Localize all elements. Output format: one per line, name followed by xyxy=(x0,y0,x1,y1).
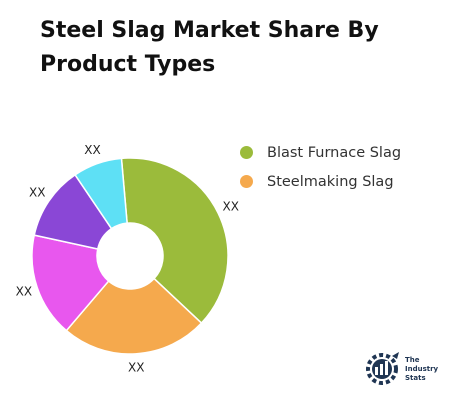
gear-chart-icon xyxy=(366,352,399,385)
logo-text-line-1: The xyxy=(405,355,420,364)
chart-title: Steel Slag Market Share By Product Types xyxy=(40,18,379,77)
legend-swatch-blast-furnace-slag xyxy=(240,146,253,159)
legend-label-blast-furnace-slag: Blast Furnace Slag xyxy=(267,144,402,161)
donut-slice-2[interactable] xyxy=(65,277,203,355)
logo-text: The Industry Stats xyxy=(405,356,445,383)
donut-slice-5[interactable] xyxy=(74,157,128,230)
slice-label-3: XX xyxy=(16,284,32,298)
brand-logo: The Industry Stats xyxy=(362,350,445,388)
logo-text-line-3: Stats xyxy=(405,373,426,382)
donut-slice-1[interactable] xyxy=(120,157,229,325)
chart-legend: Blast Furnace Slag Steelmaking Slag xyxy=(240,138,401,196)
donut-slice-3[interactable] xyxy=(31,234,110,332)
slice-label-4: XX xyxy=(29,186,45,200)
slice-label-1: XX xyxy=(223,200,239,214)
legend-item-steelmaking-slag[interactable]: Steelmaking Slag xyxy=(240,167,401,196)
slice-label-2: XX xyxy=(128,360,144,374)
logo-text-line-2: Industry xyxy=(405,364,439,373)
legend-swatch-steelmaking-slag xyxy=(240,175,253,188)
legend-item-blast-furnace-slag[interactable]: Blast Furnace Slag xyxy=(240,138,401,167)
legend-label-steelmaking-slag: Steelmaking Slag xyxy=(267,173,394,190)
slice-label-5: XX xyxy=(84,143,100,157)
